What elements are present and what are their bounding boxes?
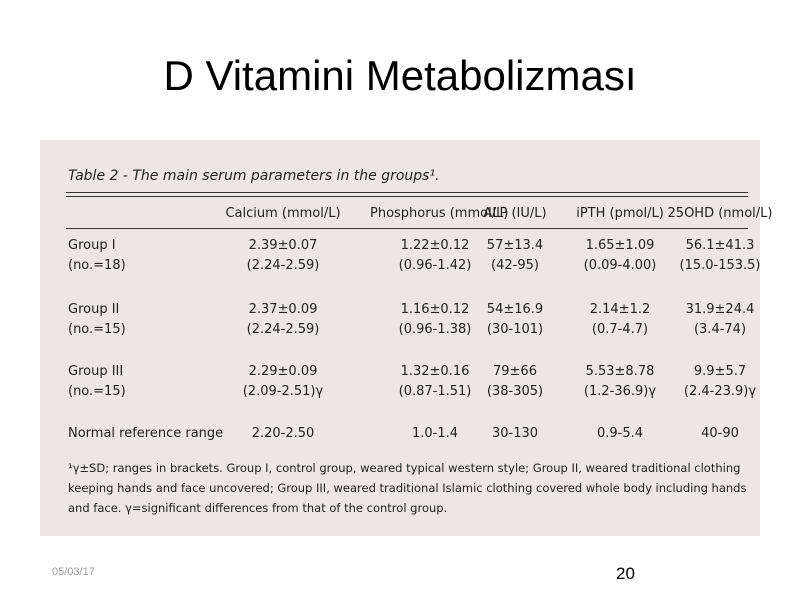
cell-value: 57±13.4 bbox=[486, 238, 544, 253]
cell-value: 2.29±0.09 bbox=[248, 364, 318, 379]
cell-range: (2.4-23.9)γ bbox=[683, 384, 757, 399]
table-footnote: ¹γ±SD; ranges in brackets. Group I, cont… bbox=[68, 461, 747, 515]
column-header-25ohd: 25OHD (nmol/L) bbox=[667, 206, 773, 221]
cell-range: (0.96-1.38) bbox=[398, 322, 472, 337]
cell-value: 1.0-1.4 bbox=[411, 426, 459, 441]
cell-value: 54±16.9 bbox=[486, 302, 544, 317]
cell-value: 1.22±0.12 bbox=[400, 238, 470, 253]
cell-range: (15.0-153.5) bbox=[679, 258, 761, 273]
cell-value: 40-90 bbox=[701, 426, 739, 441]
table-top-rule bbox=[66, 192, 748, 193]
cell-value: 5.53±8.78 bbox=[585, 364, 655, 379]
cell-value: 2.39±0.07 bbox=[248, 238, 318, 253]
row-label: Group I bbox=[68, 238, 116, 253]
column-header-calcium: Calcium (mmol/L) bbox=[225, 206, 341, 221]
cell-value: 2.14±1.2 bbox=[589, 302, 651, 317]
cell-value: 1.16±0.12 bbox=[400, 302, 470, 317]
table-caption: Table 2 - The main serum parameters in t… bbox=[68, 168, 440, 184]
column-header-phosphorus: Phosphorus (mmol/L) bbox=[370, 206, 509, 221]
cell-range: (2.24-2.59) bbox=[246, 258, 320, 273]
row-label: Normal reference range bbox=[68, 426, 224, 441]
table-top-rule-double bbox=[66, 196, 748, 197]
cell-value: 56.1±41.3 bbox=[685, 238, 755, 253]
header-rule bbox=[66, 228, 748, 229]
column-header-ipth: iPTH (pmol/L) bbox=[576, 206, 664, 221]
cell-range: (2.09-2.51)γ bbox=[242, 384, 324, 399]
row-label: Group III bbox=[68, 364, 124, 379]
row-label-n: (no.=18) bbox=[68, 258, 126, 273]
cell-value: 1.65±1.09 bbox=[585, 238, 655, 253]
column-header-alp: ALP (IU/L) bbox=[483, 206, 547, 221]
cell-range: (42-95) bbox=[491, 258, 539, 273]
cell-range: (0.96-1.42) bbox=[398, 258, 472, 273]
cell-value: 1.32±0.16 bbox=[400, 364, 470, 379]
cell-value: 9.9±5.7 bbox=[693, 364, 747, 379]
row-label-n: (no.=15) bbox=[68, 322, 126, 337]
cell-range: (30-101) bbox=[486, 322, 544, 337]
cell-range: (3.4-74) bbox=[693, 322, 747, 337]
scanned-table-image: Table 2 - The main serum parameters in t… bbox=[40, 140, 772, 536]
cell-range: (1.2-36.9)γ bbox=[583, 384, 657, 399]
row-label: Group II bbox=[68, 302, 120, 317]
row-label-n: (no.=15) bbox=[68, 384, 126, 399]
cell-range: (0.87-1.51) bbox=[398, 384, 472, 399]
slide-page-number: 20 bbox=[616, 564, 635, 583]
cell-range: (0.7-4.7) bbox=[591, 322, 649, 337]
cell-value: 79±66 bbox=[493, 364, 537, 379]
cell-value: 0.9-5.4 bbox=[596, 426, 644, 441]
slide-date: 05/03/17 bbox=[52, 566, 95, 578]
cell-value: 30-130 bbox=[491, 426, 539, 441]
cell-value: 2.37±0.09 bbox=[248, 302, 318, 317]
cell-value: 31.9±24.4 bbox=[685, 302, 755, 317]
cell-value: 2.20-2.50 bbox=[251, 426, 315, 441]
cell-range: (2.24-2.59) bbox=[246, 322, 320, 337]
cell-range: (38-305) bbox=[486, 384, 544, 399]
cell-range: (0.09-4.00) bbox=[583, 258, 657, 273]
slide-title: D Vitamini Metabolizması bbox=[163, 52, 637, 99]
